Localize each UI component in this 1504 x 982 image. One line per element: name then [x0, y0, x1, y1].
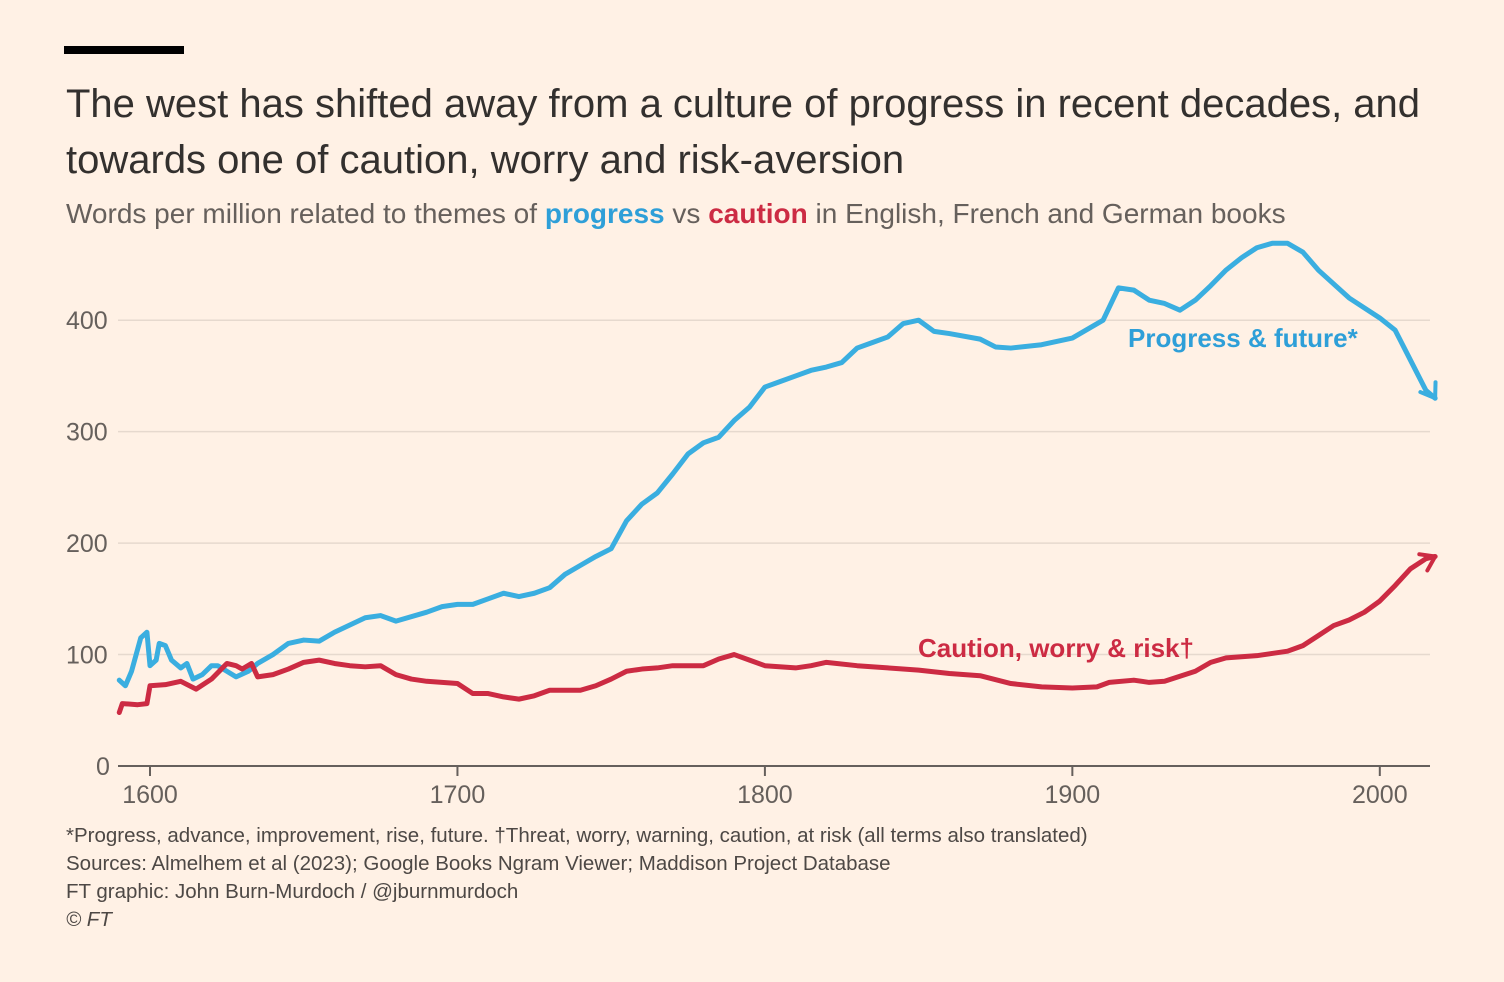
x-tick-label: 1800	[737, 781, 793, 809]
caution-line	[116, 553, 1438, 716]
ft-title-rule	[64, 46, 184, 54]
x-axis: 1600 1700 1800 1900 2000	[118, 765, 1430, 809]
chart-notes: *Progress, advance, improvement, rise, f…	[66, 822, 1088, 934]
progress-series-label: Progress & future*	[1128, 323, 1359, 353]
y-tick-label: 300	[66, 419, 108, 447]
chart-title: The west has shifted away from a culture…	[66, 82, 1421, 182]
series-lines	[116, 240, 1438, 716]
subtitle-progress: progress	[544, 198, 665, 229]
subtitle-text: in English, French and German books	[807, 198, 1286, 229]
copyright: © FT	[66, 908, 112, 931]
subtitle-text: vs	[664, 198, 709, 229]
y-tick-label: 200	[66, 530, 108, 558]
progress-line	[116, 240, 1438, 689]
caution-series-label: Caution, worry & risk†	[918, 633, 1194, 663]
subtitle-text: Words per million related to themes of	[66, 198, 545, 229]
gridlines	[118, 319, 1430, 656]
y-tick-label: 400	[66, 307, 108, 335]
footnote: *Progress, advance, improvement, rise, f…	[66, 824, 1088, 847]
x-tick-label: 2000	[1352, 781, 1408, 809]
credit: FT graphic: John Burn-Murdoch / @jburnmu…	[66, 880, 519, 903]
chart-subtitle: Words per million related to themes of p…	[66, 198, 1286, 230]
y-tick-label: 100	[66, 642, 108, 670]
x-tick-label: 1900	[1045, 781, 1101, 809]
arrowhead-icon	[1417, 552, 1438, 573]
x-tick-label: 1700	[430, 781, 486, 809]
arrowhead-icon	[1418, 380, 1438, 401]
y-axis: 0 100 200 300 400	[66, 307, 110, 781]
y-tick-label: 0	[96, 753, 110, 781]
sources: Sources: Almelhem et al (2023); Google B…	[66, 852, 891, 875]
x-tick-label: 1600	[122, 781, 178, 809]
subtitle-caution: caution	[708, 198, 808, 229]
